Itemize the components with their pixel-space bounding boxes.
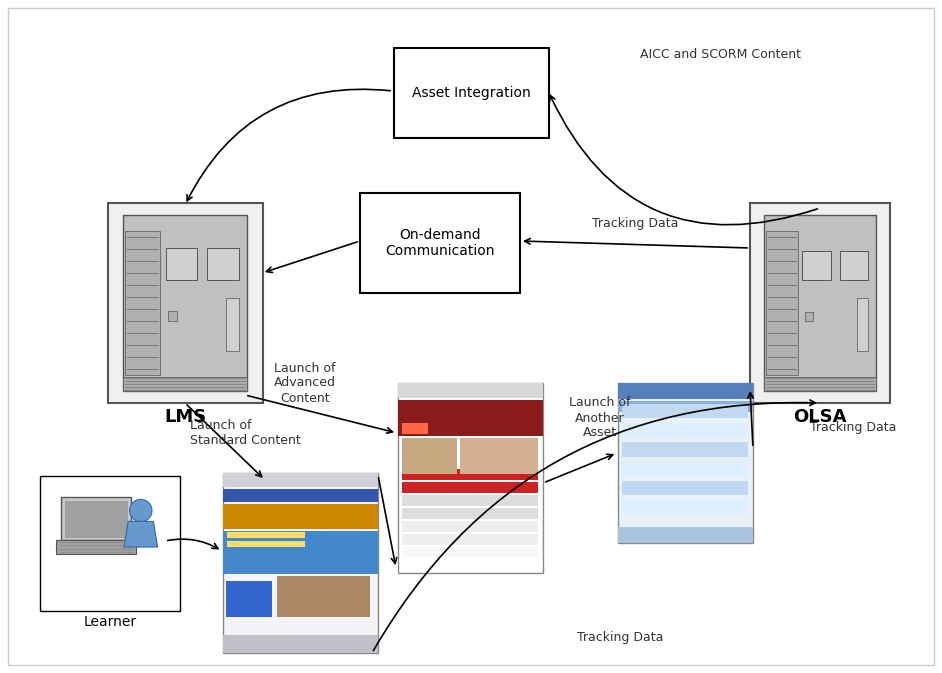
Bar <box>402 508 538 519</box>
Text: Launch of
Standard Content: Launch of Standard Content <box>190 419 300 447</box>
Text: OLSA: OLSA <box>793 408 847 426</box>
Polygon shape <box>124 522 157 547</box>
Bar <box>398 383 543 398</box>
Bar <box>123 215 247 391</box>
Bar <box>402 547 538 557</box>
Bar <box>61 497 131 540</box>
Text: Launch of
Another
Asset: Launch of Another Asset <box>569 396 631 439</box>
Text: AICC and SCORM Content: AICC and SCORM Content <box>640 48 801 61</box>
Bar <box>398 383 543 573</box>
Bar <box>222 473 378 487</box>
Bar <box>622 500 749 514</box>
Bar <box>622 423 749 437</box>
Bar <box>227 532 304 538</box>
Text: On-demand
Communication: On-demand Communication <box>385 228 495 258</box>
Bar <box>168 311 177 320</box>
Bar <box>222 503 378 529</box>
Bar <box>460 438 538 474</box>
Bar <box>107 203 263 403</box>
Bar <box>394 48 548 138</box>
Bar <box>207 248 238 280</box>
Text: LMS: LMS <box>164 408 206 426</box>
Bar <box>764 215 876 391</box>
Text: Asset Integration: Asset Integration <box>412 86 530 100</box>
Bar <box>622 481 749 495</box>
Bar <box>166 248 197 280</box>
Bar <box>123 377 247 391</box>
Bar <box>803 252 831 280</box>
Bar <box>226 297 238 351</box>
Bar <box>56 540 137 554</box>
Bar <box>40 476 180 610</box>
Bar <box>222 489 378 502</box>
Bar <box>225 581 272 617</box>
Bar <box>402 438 457 474</box>
Bar <box>227 541 304 546</box>
Bar <box>618 527 753 543</box>
Bar <box>402 423 428 434</box>
Bar <box>622 462 749 476</box>
Bar <box>618 400 753 412</box>
Text: Launch of
Advanced
Content: Launch of Advanced Content <box>274 361 336 404</box>
Bar <box>804 312 813 320</box>
Bar <box>402 521 538 532</box>
Bar <box>222 635 378 653</box>
Bar <box>618 383 753 399</box>
Bar <box>402 495 538 505</box>
Bar <box>839 252 869 280</box>
Bar <box>618 383 753 543</box>
Bar <box>360 193 520 293</box>
Bar <box>64 501 127 538</box>
Bar <box>622 442 749 456</box>
Bar <box>766 231 798 375</box>
Bar <box>764 377 876 391</box>
Bar <box>222 530 378 574</box>
Bar <box>125 231 160 375</box>
Bar <box>857 297 869 351</box>
Circle shape <box>130 499 152 522</box>
Bar <box>402 483 538 493</box>
Text: Tracking Data: Tracking Data <box>810 421 897 435</box>
Bar <box>277 575 370 617</box>
Text: Learner: Learner <box>84 616 137 629</box>
Bar <box>402 470 538 480</box>
Bar <box>402 534 538 544</box>
Bar <box>750 203 890 403</box>
Bar <box>222 473 378 653</box>
Text: Tracking Data: Tracking Data <box>577 631 663 645</box>
Bar <box>622 404 749 418</box>
Bar <box>398 400 543 436</box>
Text: Tracking Data: Tracking Data <box>592 217 678 229</box>
